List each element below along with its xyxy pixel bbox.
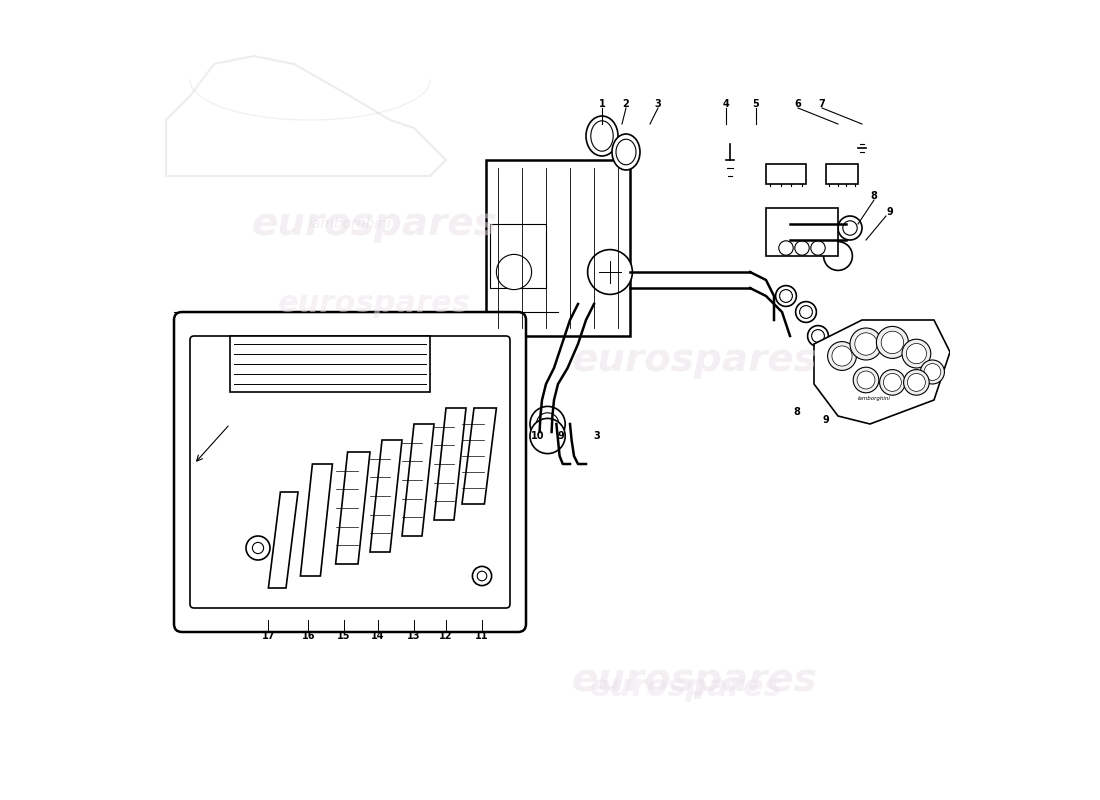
Circle shape bbox=[530, 406, 565, 442]
Circle shape bbox=[587, 250, 632, 294]
Circle shape bbox=[843, 221, 857, 235]
FancyBboxPatch shape bbox=[190, 336, 510, 608]
Circle shape bbox=[246, 536, 270, 560]
Text: 14: 14 bbox=[372, 631, 385, 641]
Circle shape bbox=[902, 339, 931, 368]
Text: 4: 4 bbox=[723, 99, 729, 109]
Text: 16: 16 bbox=[301, 631, 315, 641]
Circle shape bbox=[921, 360, 945, 384]
Circle shape bbox=[795, 241, 810, 255]
Circle shape bbox=[779, 241, 793, 255]
Text: eurospares: eurospares bbox=[571, 341, 817, 379]
Ellipse shape bbox=[586, 116, 618, 156]
FancyBboxPatch shape bbox=[766, 208, 838, 256]
Circle shape bbox=[795, 302, 816, 322]
Polygon shape bbox=[814, 320, 950, 424]
Polygon shape bbox=[268, 492, 298, 588]
Circle shape bbox=[477, 571, 487, 581]
Text: 12: 12 bbox=[439, 631, 453, 641]
Circle shape bbox=[881, 331, 903, 354]
Text: 6: 6 bbox=[794, 99, 802, 109]
Circle shape bbox=[903, 370, 929, 395]
Text: 15: 15 bbox=[337, 631, 350, 641]
Text: 10: 10 bbox=[531, 431, 544, 441]
Circle shape bbox=[537, 413, 559, 435]
Circle shape bbox=[824, 242, 852, 270]
Text: 3: 3 bbox=[593, 431, 600, 441]
Text: 9: 9 bbox=[557, 431, 564, 441]
Circle shape bbox=[496, 254, 531, 290]
Circle shape bbox=[776, 286, 796, 306]
Polygon shape bbox=[300, 464, 332, 576]
Text: 1: 1 bbox=[598, 99, 605, 109]
Text: 9: 9 bbox=[887, 207, 893, 217]
Text: 3: 3 bbox=[654, 99, 661, 109]
Circle shape bbox=[832, 346, 852, 366]
Text: 2: 2 bbox=[623, 99, 629, 109]
Polygon shape bbox=[402, 424, 434, 536]
Circle shape bbox=[880, 370, 905, 395]
Circle shape bbox=[800, 306, 813, 318]
Circle shape bbox=[906, 343, 926, 364]
Text: 8: 8 bbox=[793, 407, 800, 417]
Text: 17: 17 bbox=[262, 631, 275, 641]
Ellipse shape bbox=[612, 134, 640, 170]
Circle shape bbox=[855, 333, 877, 355]
Text: lamborghini: lamborghini bbox=[858, 396, 890, 401]
Circle shape bbox=[530, 418, 565, 454]
Text: 9: 9 bbox=[823, 415, 829, 425]
Circle shape bbox=[838, 216, 862, 240]
Circle shape bbox=[850, 328, 882, 360]
Text: lamborghini: lamborghini bbox=[309, 217, 392, 231]
Text: eurospares: eurospares bbox=[571, 661, 817, 699]
Circle shape bbox=[472, 566, 492, 586]
Polygon shape bbox=[462, 408, 496, 504]
Circle shape bbox=[908, 374, 925, 391]
FancyBboxPatch shape bbox=[490, 224, 546, 288]
Text: eurospares: eurospares bbox=[590, 674, 782, 702]
Circle shape bbox=[807, 326, 828, 346]
Text: eurospares: eurospares bbox=[251, 205, 497, 243]
FancyBboxPatch shape bbox=[826, 164, 858, 184]
Text: eurospares: eurospares bbox=[277, 290, 471, 318]
Text: 5: 5 bbox=[752, 99, 759, 109]
Polygon shape bbox=[434, 408, 466, 520]
FancyBboxPatch shape bbox=[766, 164, 806, 184]
Text: 8: 8 bbox=[870, 191, 878, 201]
Text: 13: 13 bbox=[407, 631, 420, 641]
Circle shape bbox=[854, 367, 879, 393]
Circle shape bbox=[780, 290, 792, 302]
Circle shape bbox=[877, 326, 909, 358]
Circle shape bbox=[252, 542, 264, 554]
Polygon shape bbox=[336, 452, 370, 564]
Polygon shape bbox=[370, 440, 402, 552]
Circle shape bbox=[924, 363, 940, 381]
FancyBboxPatch shape bbox=[174, 312, 526, 632]
Circle shape bbox=[811, 241, 825, 255]
Text: 11: 11 bbox=[475, 631, 488, 641]
FancyBboxPatch shape bbox=[230, 336, 430, 392]
Circle shape bbox=[857, 371, 874, 389]
Text: 7: 7 bbox=[818, 99, 825, 109]
Ellipse shape bbox=[591, 121, 613, 151]
Circle shape bbox=[812, 330, 824, 342]
FancyBboxPatch shape bbox=[486, 160, 630, 336]
Circle shape bbox=[883, 374, 901, 391]
Circle shape bbox=[827, 342, 857, 370]
Ellipse shape bbox=[616, 139, 636, 165]
